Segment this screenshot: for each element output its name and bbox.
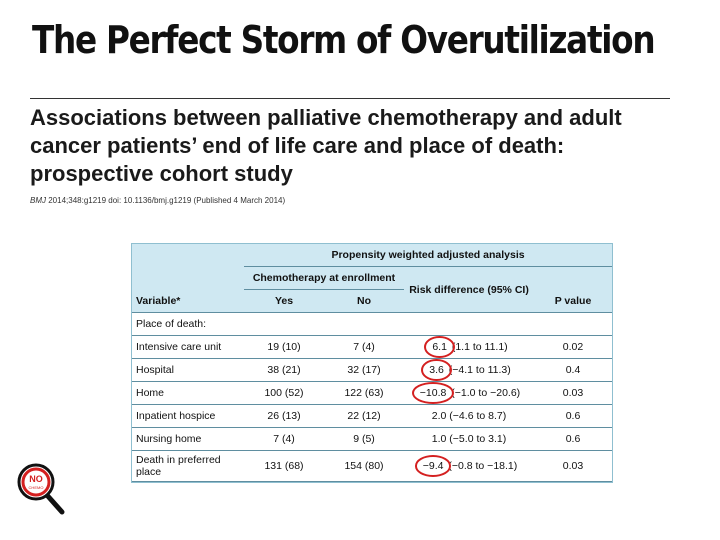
cell-no: 7 (4) — [324, 335, 404, 359]
cell-variable: Inpatient hospice — [132, 404, 244, 428]
cell-risk-difference: −10.8 (−1.0 to −20.6) — [404, 381, 534, 405]
cell-p-value: 0.6 — [534, 427, 613, 451]
cell-risk-difference: 6.1 (1.1 to 11.1) — [404, 335, 534, 359]
estimate: 2.0 — [431, 410, 447, 422]
col-yes: Yes — [244, 289, 324, 313]
cell-risk-difference: 1.0 (−5.0 to 3.1) — [404, 427, 534, 451]
cell-variable: Home — [132, 381, 244, 405]
cell-p-value: 0.02 — [534, 335, 613, 359]
cell-p-value: 0.03 — [534, 450, 613, 482]
cell-variable: Nursing home — [132, 427, 244, 451]
cell-p-value: 0.4 — [534, 358, 613, 382]
cell-yes: 100 (52) — [244, 381, 324, 405]
header-spacer — [132, 244, 244, 267]
table-row: Death in preferred place 131 (68) 154 (80)… — [132, 450, 613, 482]
table-row: Nursing home 7 (4) 9 (5) 1.0 (−5.0 to 3.1) 0… — [132, 427, 613, 451]
title-divider — [30, 98, 670, 99]
cell-variable: Death in preferred place — [132, 450, 244, 482]
chemo-header: Chemotherapy at enrollment — [244, 266, 404, 290]
group-header: Propensity weighted adjusted analysis — [244, 244, 613, 267]
section-place-of-death: Place of death: — [132, 312, 613, 336]
confidence-interval: (1.1 to 11.1) — [448, 341, 508, 353]
logo-text-top: NO — [29, 474, 43, 484]
table-row: Intensive care unit 19 (10) 7 (4) 6.1 (1.1 … — [132, 335, 613, 359]
cell-no: 122 (63) — [324, 381, 404, 405]
magnifier-handle-icon — [43, 491, 65, 515]
circled-estimate: 6.1 — [424, 336, 455, 358]
slide-title: The Perfect Storm of Overutilization — [32, 18, 656, 62]
col-p: P value — [534, 289, 613, 313]
cell-yes: 38 (21) — [244, 358, 324, 382]
col-variable: Variable* — [132, 289, 244, 313]
confidence-interval: (−4.6 to 8.7) — [446, 410, 507, 422]
risk-header: Risk difference (95% CI) — [404, 266, 534, 313]
no-chemo-logo: NO CHEMO — [17, 463, 65, 515]
citation: BMJ 2014;348:g1219 doi: 10.1136/bmj.g121… — [30, 196, 285, 205]
table-row: Home 100 (52) 122 (63) −10.8 (−1.0 to −20.6… — [132, 381, 613, 405]
paper-title: Associations between palliative chemothe… — [30, 105, 622, 186]
citation-journal: BMJ — [30, 196, 46, 205]
cell-risk-difference: −9.4 (−0.8 to −18.1) — [404, 450, 534, 482]
cell-p-value: 0.6 — [534, 404, 613, 428]
citation-details: 2014;348:g1219 doi: 10.1136/bmj.g1219 (P… — [46, 196, 286, 205]
confidence-interval: (−0.8 to −18.1) — [445, 460, 518, 472]
cell-no: 154 (80) — [324, 450, 404, 482]
cell-yes: 131 (68) — [244, 450, 324, 482]
cell-no: 9 (5) — [324, 427, 404, 451]
confidence-interval: (−4.1 to 11.3) — [445, 364, 511, 376]
confidence-interval: (−5.0 to 3.1) — [446, 433, 507, 445]
header-spacer-2 — [132, 266, 244, 290]
confidence-interval: (−1.0 to −20.6) — [448, 387, 521, 399]
header-spacer-3 — [534, 266, 613, 290]
results-table: Propensity weighted adjusted analysis Ch… — [131, 243, 613, 483]
estimate: 1.0 — [431, 433, 447, 445]
cell-risk-difference: 2.0 (−4.6 to 8.7) — [404, 404, 534, 428]
cell-yes: 26 (13) — [244, 404, 324, 428]
table-row: Inpatient hospice 26 (13) 22 (12) 2.0 (−4.6… — [132, 404, 613, 428]
cell-yes: 19 (10) — [244, 335, 324, 359]
prohibition-ring-icon — [21, 467, 51, 497]
circled-estimate: −10.8 — [411, 382, 454, 404]
cell-yes: 7 (4) — [244, 427, 324, 451]
cell-p-value: 0.03 — [534, 381, 613, 405]
cell-no: 22 (12) — [324, 404, 404, 428]
cell-risk-difference: 3.6 (−4.1 to 11.3) — [404, 358, 534, 382]
cell-variable: Hospital — [132, 358, 244, 382]
circled-estimate: −9.4 — [414, 455, 452, 477]
circled-estimate: 3.6 — [421, 359, 452, 381]
cell-variable: Intensive care unit — [132, 335, 244, 359]
logo-text-bottom: CHEMO — [29, 485, 44, 490]
cell-no: 32 (17) — [324, 358, 404, 382]
table-row: Hospital 38 (21) 32 (17) 3.6 (−4.1 to 11.3)… — [132, 358, 613, 382]
col-no: No — [324, 289, 404, 313]
